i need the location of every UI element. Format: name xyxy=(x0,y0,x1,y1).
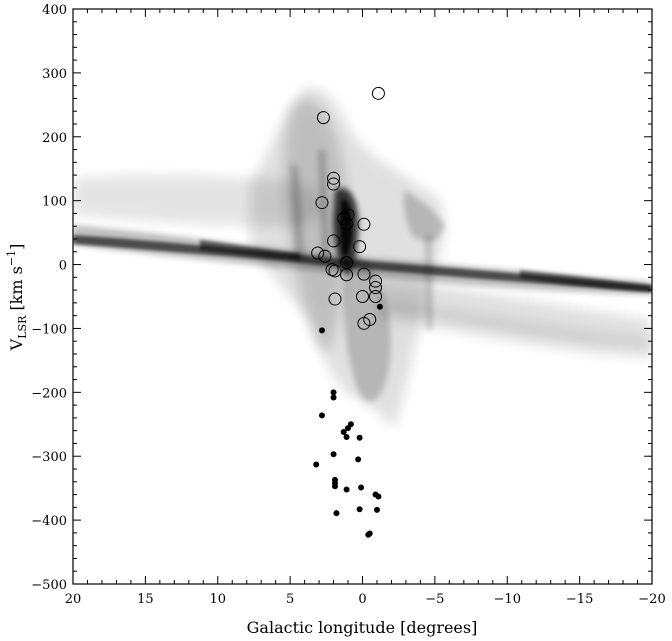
svg-text:VLSR [km s−1]: VLSR [km s−1] xyxy=(5,244,29,352)
filled-dot-point xyxy=(376,303,383,310)
data-markers xyxy=(311,86,385,538)
open-circle-point xyxy=(357,316,371,330)
filled-dot-point xyxy=(358,484,365,491)
filled-dot-point xyxy=(330,451,337,458)
filled-dot-point xyxy=(331,483,338,490)
open-circle-point xyxy=(369,281,383,295)
filled-dot-point xyxy=(356,434,363,441)
filled-dot-point xyxy=(373,506,380,513)
open-circle-point xyxy=(327,234,341,248)
filled-dot-point xyxy=(343,486,350,493)
x-tick-label: −10 xyxy=(494,592,521,607)
y-tick-label: −200 xyxy=(31,386,67,401)
filled-dot-point xyxy=(375,493,382,500)
open-circle-point xyxy=(371,86,385,100)
x-tick-label: −15 xyxy=(566,592,593,607)
open-circle-point xyxy=(357,217,371,231)
open-circle-point xyxy=(316,111,330,125)
y-axis-label-units-open: [km s xyxy=(7,266,26,316)
open-circle-point xyxy=(340,268,354,282)
filled-dot-point xyxy=(345,425,352,432)
y-tick-label: −300 xyxy=(31,450,67,465)
filled-dot-point xyxy=(313,461,320,468)
open-circle-point xyxy=(340,217,354,231)
y-tick-label: −100 xyxy=(31,322,67,337)
x-tick-label: 20 xyxy=(65,592,82,607)
y-tick-label: −400 xyxy=(31,514,67,529)
filled-dot-point xyxy=(318,327,325,334)
open-circle-point xyxy=(327,177,341,191)
y-axis-label-main: V xyxy=(7,338,26,351)
open-circle-point xyxy=(315,196,329,210)
y-axis-label-subscript: LSR xyxy=(16,315,29,339)
x-tick-label: 0 xyxy=(358,592,366,607)
open-circle-point xyxy=(318,249,332,263)
open-circle-point xyxy=(341,208,355,222)
x-axis-label: Galactic longitude [degrees] xyxy=(247,618,478,637)
x-tick-label: 10 xyxy=(209,592,226,607)
open-circle-point xyxy=(356,290,369,303)
filled-dot-point xyxy=(343,434,350,441)
open-circle-point xyxy=(369,274,383,288)
open-circle-point xyxy=(328,292,342,306)
filled-dot-point xyxy=(333,510,340,517)
y-tick-label: 100 xyxy=(42,195,67,210)
x-tick-label: −5 xyxy=(425,592,444,607)
y-tick-label: −500 xyxy=(31,578,67,593)
x-tick-label: 15 xyxy=(137,592,154,607)
open-circle-point xyxy=(353,240,367,254)
y-axis-label-units-close: ] xyxy=(7,244,26,250)
open-circle-point xyxy=(357,267,371,281)
x-tick-label: −20 xyxy=(638,592,665,607)
filled-dot-point xyxy=(340,428,347,435)
filled-dot-point xyxy=(330,394,337,401)
open-circle-point xyxy=(369,290,383,303)
y-tick-label: 300 xyxy=(42,67,67,82)
filled-dot-point xyxy=(318,412,325,419)
axes: 20 15 10 5 0 −5 −10 −15 −20 400 300 200 100 0 −100 −200… xyxy=(31,3,665,607)
y-axis-label-exponent: −1 xyxy=(5,250,18,266)
open-circle-point xyxy=(327,171,341,185)
y-tick-label: 0 xyxy=(59,259,67,274)
y-axis-label: VLSR [km s−1] xyxy=(5,244,29,352)
filled-dot-point xyxy=(330,389,337,396)
open-circle-point xyxy=(311,246,325,260)
filled-dot-point xyxy=(365,531,372,538)
emission-map xyxy=(73,87,652,431)
x-tick-label: 5 xyxy=(286,592,294,607)
y-tick-label: 400 xyxy=(42,3,67,18)
y-tick-label: 200 xyxy=(42,131,67,146)
filled-dot-point xyxy=(355,456,362,463)
open-circle-point xyxy=(328,264,342,278)
filled-dot-point xyxy=(356,506,363,513)
